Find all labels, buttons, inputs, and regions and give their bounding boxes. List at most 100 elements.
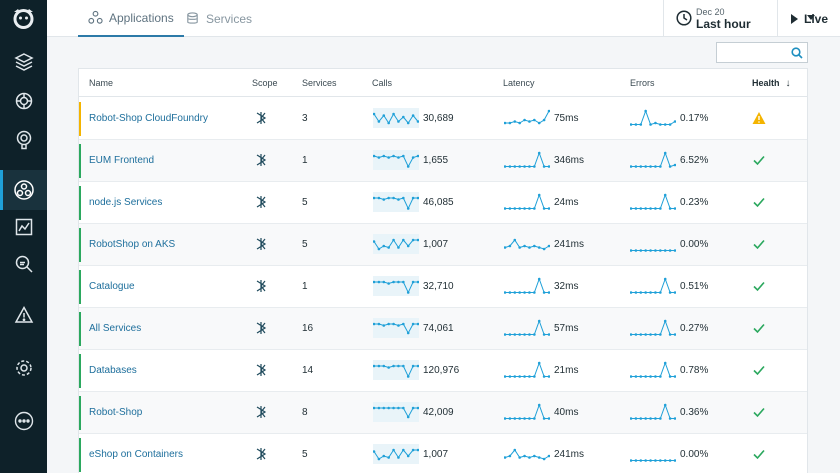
sparkline-line <box>631 403 675 419</box>
live-button[interactable]: Live <box>777 0 840 37</box>
sparkline-point <box>659 165 662 168</box>
table-row[interactable]: EUM Frontend 1 1,655 346ms 6.52% <box>79 140 807 182</box>
sparkline-point <box>634 375 638 378</box>
errors-value: 0.51% <box>680 281 709 292</box>
time-picker-date: Dec 20 <box>696 7 725 17</box>
sparkline-point <box>639 459 643 462</box>
application-name-link[interactable]: Robot-Shop <box>89 407 143 418</box>
application-name-link[interactable]: Robot-Shop CloudFoundry <box>89 113 208 124</box>
search-icon[interactable] <box>791 47 803 59</box>
sparkline-point <box>663 459 667 462</box>
sparkline-point <box>630 165 633 168</box>
nav-item-infrastructure[interactable] <box>9 86 38 115</box>
column-header-scope[interactable]: Scope <box>252 78 278 88</box>
application-name-link[interactable]: eShop on Containers <box>89 449 183 460</box>
latency-sparkline <box>504 277 550 294</box>
sparkline-point <box>673 249 676 252</box>
applications-icon <box>88 10 103 24</box>
column-header-errors[interactable]: Errors <box>630 78 655 88</box>
sparkline-point <box>416 406 419 410</box>
sparkline-point <box>513 120 517 123</box>
errors-value: 0.36% <box>680 407 709 418</box>
errors-sparkline <box>630 151 676 168</box>
table-row[interactable]: Robot-Shop 8 42,009 40ms 0.36% <box>79 392 807 434</box>
column-header-calls[interactable]: Calls <box>372 78 393 88</box>
scope-icon <box>256 448 267 460</box>
table-row[interactable]: All Services 16 74,061 57ms 0.27% <box>79 308 807 350</box>
nav-item-dashboards[interactable] <box>9 212 38 241</box>
sparkline-point <box>523 244 526 248</box>
nav-item-events[interactable] <box>9 300 38 329</box>
sparkline-point <box>533 454 536 458</box>
search-input[interactable] <box>721 43 791 62</box>
sparkline-point <box>649 123 652 126</box>
health-indicator-bar <box>79 396 81 430</box>
latency-value: 241ms <box>554 449 585 460</box>
sparkline-line <box>373 113 419 124</box>
sparkline-point <box>504 375 507 378</box>
sparkline-point <box>504 121 507 125</box>
sparkline-point <box>508 207 512 210</box>
column-header-name[interactable]: Name <box>89 78 114 88</box>
nav-active-indicator <box>0 170 47 210</box>
latency-value: 57ms <box>554 323 579 334</box>
sparkline-point <box>387 322 390 326</box>
nav-item-settings[interactable] <box>9 353 38 382</box>
table-row[interactable]: node.js Services 5 46,085 24ms 0.23% <box>79 182 807 224</box>
checkmark-icon <box>753 281 765 292</box>
application-name-link[interactable]: Databases <box>89 365 137 376</box>
sparkline-line <box>505 403 549 419</box>
applications-table: Name Scope Services Calls Latency Errors… <box>78 68 808 473</box>
sparkline-point <box>377 322 381 326</box>
sparkline-line <box>374 407 418 419</box>
sparkline-line <box>505 361 549 377</box>
nav-item-platform[interactable] <box>9 125 38 154</box>
nav-item-analyze[interactable] <box>9 249 38 278</box>
sparkline-point <box>533 207 536 210</box>
table-row[interactable]: Catalogue 1 32,710 32ms 0.51% <box>79 266 807 308</box>
tab-applications-label: Applications <box>109 10 174 25</box>
application-name-link[interactable]: EUM Frontend <box>89 155 155 166</box>
checkmark-icon <box>753 155 765 166</box>
logo-icon[interactable] <box>11 6 36 31</box>
sparkline-point <box>537 193 541 197</box>
sparkline-point <box>634 207 638 210</box>
nav-item-layers[interactable] <box>9 47 38 76</box>
errors-sparkline <box>630 459 676 462</box>
sparkline-point <box>392 364 395 368</box>
table-row[interactable]: Robot-Shop CloudFoundry 3 30,689 75ms 0.17% <box>79 98 807 140</box>
sparkline-point <box>673 163 676 167</box>
column-header-health[interactable]: Health ↓ <box>752 78 791 89</box>
application-name-link[interactable]: Catalogue <box>89 281 135 292</box>
sparkline-point <box>644 375 647 378</box>
sparkline-point <box>659 417 662 420</box>
sparkline-point <box>654 333 657 336</box>
health-indicator-bar <box>79 312 81 346</box>
application-name-link[interactable]: RobotShop on AKS <box>89 239 176 250</box>
tab-applications[interactable]: Applications <box>78 0 184 37</box>
time-picker[interactable]: Dec 20 Last hour <box>663 0 823 37</box>
sparkline-point <box>644 109 647 113</box>
sparkline-point <box>528 333 531 336</box>
sparkline-point <box>402 196 405 200</box>
table-row[interactable]: eShop on Containers 5 1,007 241ms 0.00% <box>79 434 807 473</box>
tab-services[interactable]: Services <box>185 0 252 37</box>
column-header-services[interactable]: Services <box>302 78 337 88</box>
sparkline-point <box>649 417 652 420</box>
application-name-link[interactable]: node.js Services <box>89 197 163 208</box>
sparkline-point <box>382 198 386 201</box>
sparkline-point <box>528 456 531 459</box>
nav-item-applications[interactable] <box>9 175 38 204</box>
sparkline-point <box>654 121 657 125</box>
sparkline-point <box>508 165 512 168</box>
table-row[interactable]: RobotShop on AKS 5 1,007 241ms 0.00% <box>79 224 807 266</box>
column-header-latency[interactable]: Latency <box>503 78 535 88</box>
sparkline-line <box>374 323 418 335</box>
application-name-link[interactable]: All Services <box>89 323 142 334</box>
sparkline-point <box>630 417 633 420</box>
nav-item-more[interactable] <box>9 406 38 435</box>
services-count: 5 <box>302 449 308 460</box>
sparkline-point <box>663 361 667 365</box>
table-row[interactable]: Databases 14 120,976 21ms 0.78% <box>79 350 807 392</box>
sparkline-point <box>537 403 541 407</box>
